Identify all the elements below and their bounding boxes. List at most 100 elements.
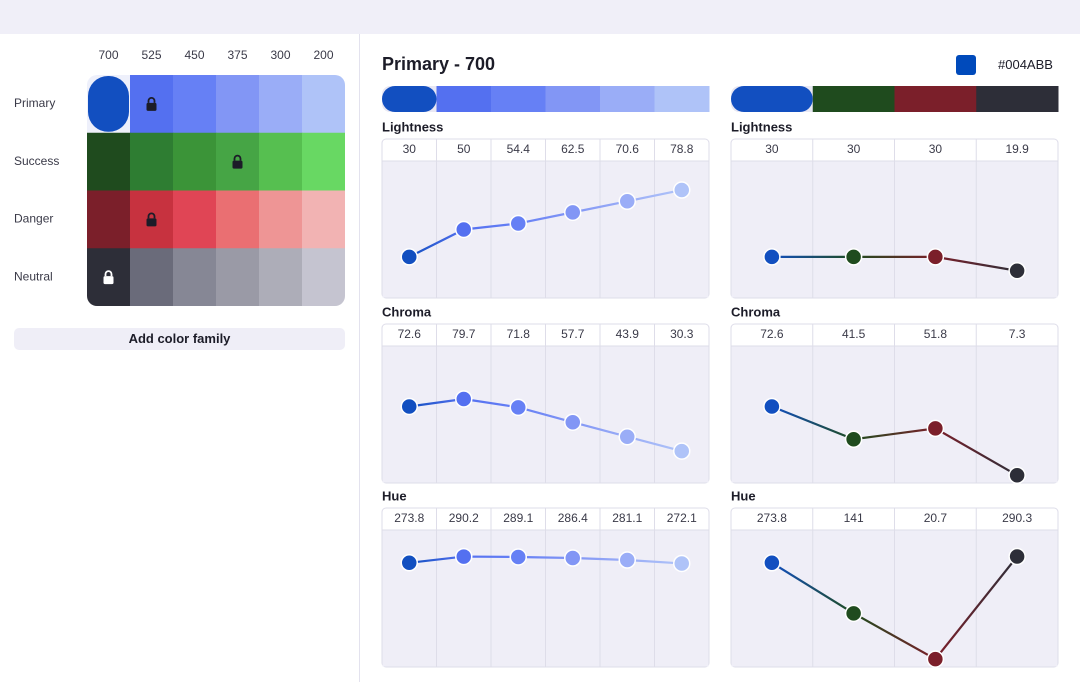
lock-shackle [233, 154, 242, 161]
data-point [455, 220, 473, 239]
color-grid [87, 75, 346, 306]
value-label: 30 [929, 142, 943, 156]
data-point [844, 248, 863, 266]
detail-title: Primary - 700 [382, 54, 495, 74]
palette-segment[interactable] [545, 86, 601, 112]
value-label: 71.8 [507, 327, 531, 341]
value-label: 30 [403, 142, 417, 156]
color-cell-selected[interactable] [88, 76, 129, 132]
column-header: 375 [227, 48, 247, 62]
color-cell[interactable] [259, 132, 303, 191]
color-cell[interactable] [216, 248, 260, 306]
column-header: 300 [270, 48, 290, 62]
series-line [771, 405, 1018, 477]
lock-icon [146, 97, 157, 111]
value-label: 286.4 [558, 511, 588, 525]
color-cell[interactable] [302, 248, 346, 306]
data-point [1008, 547, 1026, 566]
column-header: 200 [313, 48, 333, 62]
value-label: 30 [847, 142, 861, 156]
value-label: 54.4 [507, 142, 531, 156]
series-line [771, 255, 1018, 272]
data-point [509, 548, 527, 566]
data-point [564, 413, 582, 431]
color-cell[interactable] [173, 132, 217, 191]
color-cell[interactable] [87, 190, 131, 249]
value-label: 70.6 [616, 142, 640, 156]
lock-body [146, 218, 157, 227]
palette-segment[interactable] [731, 86, 813, 112]
color-cell[interactable] [87, 132, 131, 191]
palette-segment[interactable] [812, 86, 895, 112]
data-point [1008, 466, 1026, 485]
data-point [763, 248, 781, 266]
lock-shackle [147, 97, 156, 103]
color-cell[interactable] [302, 190, 346, 249]
value-label: 7.3 [1009, 327, 1026, 341]
palette-segment[interactable] [436, 86, 492, 112]
value-label: 50 [457, 142, 471, 156]
lock-shackle [147, 212, 156, 219]
value-label: 281.1 [612, 511, 642, 525]
data-point [763, 397, 781, 416]
palette-segment[interactable] [894, 86, 977, 112]
palette-segment[interactable] [976, 86, 1059, 112]
value-label: 57.7 [561, 327, 585, 341]
data-point [400, 397, 418, 416]
value-label: 79.7 [452, 327, 476, 341]
series-line [408, 188, 682, 258]
chart-title: Chroma [731, 304, 781, 319]
lock-icon [103, 270, 114, 285]
column-header: 525 [141, 48, 161, 62]
chart-title: Chroma [382, 304, 432, 319]
palette-segment[interactable] [654, 86, 710, 112]
series-line [409, 397, 683, 453]
palette-segment[interactable] [600, 86, 655, 112]
value-label: 289.1 [503, 511, 533, 525]
data-point [763, 554, 781, 572]
color-cell[interactable] [173, 190, 217, 249]
value-label: 62.5 [561, 142, 585, 156]
lock-icon [146, 212, 157, 227]
value-label: 30 [765, 142, 779, 156]
value-label: 72.6 [398, 327, 422, 341]
series-line [409, 555, 682, 565]
lock-icon [232, 154, 243, 169]
color-cell[interactable] [130, 132, 174, 191]
color-cell[interactable] [302, 132, 346, 191]
column-header: 700 [98, 48, 118, 62]
value-label: 273.8 [757, 511, 787, 525]
chart-title: Hue [382, 488, 407, 503]
add-button[interactable] [14, 328, 345, 350]
lock-body [103, 276, 114, 285]
value-label: 272.1 [667, 511, 697, 525]
color-cell[interactable] [173, 75, 217, 134]
add-button-label[interactable]: Add color family [129, 331, 232, 346]
color-cell[interactable] [216, 75, 260, 134]
value-label: 290.3 [1002, 511, 1032, 525]
palette-segment[interactable] [491, 86, 546, 112]
data-point [673, 554, 691, 573]
color-cell[interactable] [302, 75, 346, 134]
color-cell[interactable] [259, 248, 303, 306]
color-cell[interactable] [130, 248, 174, 306]
data-point [844, 604, 863, 623]
selected-swatch [956, 55, 976, 75]
hex-value: #004ABB [998, 57, 1053, 72]
color-cell[interactable] [259, 190, 303, 249]
data-point [844, 430, 863, 449]
data-point [400, 248, 418, 266]
top-bar [0, 0, 1080, 34]
color-cell[interactable] [173, 248, 217, 306]
value-label: 51.8 [924, 327, 948, 341]
family-label: Danger [14, 212, 53, 226]
value-label: 72.6 [760, 327, 784, 341]
palette-segment[interactable] [382, 86, 437, 112]
value-label: 141 [844, 511, 864, 525]
column-header: 450 [184, 48, 204, 62]
color-cell[interactable] [216, 190, 260, 249]
color-cell[interactable] [259, 75, 303, 134]
data-point [673, 442, 691, 460]
